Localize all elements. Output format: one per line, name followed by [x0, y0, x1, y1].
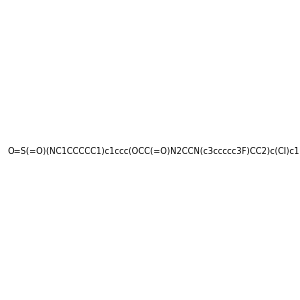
Text: O=S(=O)(NC1CCCCC1)c1ccc(OCC(=O)N2CCN(c3ccccc3F)CC2)c(Cl)c1: O=S(=O)(NC1CCCCC1)c1ccc(OCC(=O)N2CCN(c3c…	[8, 147, 300, 156]
